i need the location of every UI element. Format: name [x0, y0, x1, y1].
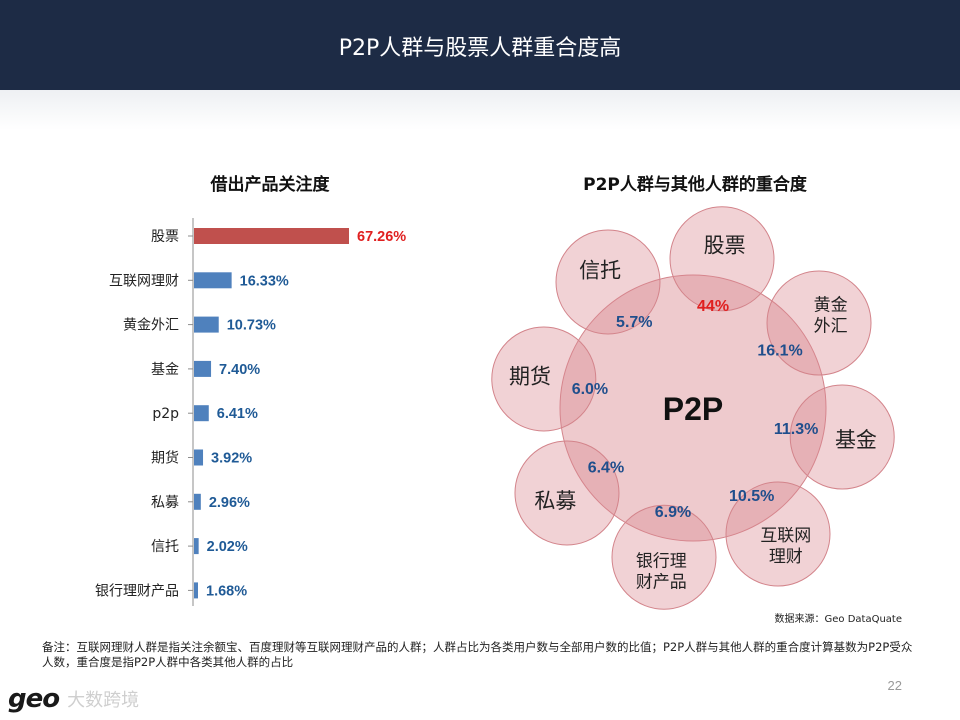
brand-text: 大数跨境: [67, 690, 140, 711]
overlap-value-label: 5.7%: [616, 314, 652, 331]
center-bubble: [559, 274, 827, 542]
bar-category-label: 银行理财产品: [95, 583, 179, 599]
outer-bubble: [789, 384, 895, 490]
brand: geo 大数跨境: [8, 684, 140, 714]
outer-bubble: [555, 229, 661, 335]
outer-bubble: [514, 440, 620, 546]
bar-category-label: 基金: [151, 361, 179, 378]
bar: [194, 405, 209, 422]
outer-bubble: [766, 270, 872, 376]
bar-value-label: 10.73%: [227, 318, 276, 334]
overlap-value-label: 6.4%: [588, 460, 624, 477]
bubble-label: 期货: [509, 365, 551, 389]
center-label: P2P: [663, 391, 723, 427]
bubble-label: 财产品: [636, 572, 687, 592]
bar-category-label: 信托: [151, 539, 179, 555]
bar-category-label: 期货: [151, 450, 179, 467]
bar: [194, 538, 199, 555]
bar-category-label: 黄金外汇: [123, 317, 179, 334]
bubble-label: 理财: [769, 547, 803, 567]
bar-value-label: 2.96%: [209, 495, 250, 511]
footnote: 备注：互联网理财人群是指关注余额宝、百度理财等互联网理财产品的人群；人群占比为各…: [42, 640, 913, 669]
bubble-label: 银行理: [636, 551, 687, 571]
overlap-value-label: 11.3%: [774, 421, 818, 438]
bubble-label: 信托: [579, 259, 621, 283]
header-shadow: [0, 90, 960, 130]
bar-category-label: p2p: [152, 406, 179, 422]
outer-bubble: [491, 326, 597, 432]
bubble-label: 股票: [704, 233, 746, 257]
overlap-value-label: 16.1%: [757, 342, 802, 359]
bar-value-label: 16.33%: [240, 273, 289, 289]
bubble-label: 外汇: [814, 317, 848, 337]
overlap-value-label: 6.0%: [572, 381, 608, 398]
outer-bubble: [669, 206, 775, 312]
overlap-value-label: 6.9%: [655, 504, 691, 521]
outer-bubble: [611, 504, 717, 610]
page-title: P2P人群与股票人群重合度高: [338, 36, 622, 61]
bubble-label: 私募: [534, 489, 576, 513]
bubble-label: 黄金: [814, 296, 848, 316]
bar: [194, 272, 232, 289]
bar-category-label: 私募: [151, 495, 179, 511]
header-bar: P2P人群与股票人群重合度高: [0, 0, 960, 90]
bubble-label: 互联网: [760, 526, 811, 546]
bar-category-label: 股票: [151, 229, 179, 245]
overlap-value-label: 10.5%: [729, 488, 774, 505]
brand-logo: geo: [8, 684, 60, 714]
bar: [194, 493, 201, 510]
bar-value-label: 67.26%: [357, 229, 406, 245]
bubble-chart-title: P2P人群与其他人群的重合度: [583, 175, 807, 195]
bar: [194, 582, 198, 599]
overlap-value-label: 44%: [697, 298, 729, 315]
bubble-label: 基金: [835, 428, 877, 452]
bar: [194, 360, 212, 377]
bar-value-label: 7.40%: [219, 362, 260, 378]
bar: [194, 316, 219, 333]
page-number: 22: [887, 678, 902, 693]
outer-bubble: [725, 481, 831, 587]
bar-chart-title: 借出产品关注度: [210, 175, 330, 195]
bar-value-label: 3.92%: [211, 451, 252, 467]
data-source: 数据来源：Geo DataQuate: [774, 614, 903, 625]
bar-value-label: 2.02%: [207, 539, 248, 555]
bar: [194, 449, 204, 466]
bar-value-label: 1.68%: [206, 583, 247, 599]
bar-category-label: 互联网理财: [109, 273, 179, 289]
bar-value-label: 6.41%: [217, 406, 258, 422]
bar: [194, 228, 349, 244]
